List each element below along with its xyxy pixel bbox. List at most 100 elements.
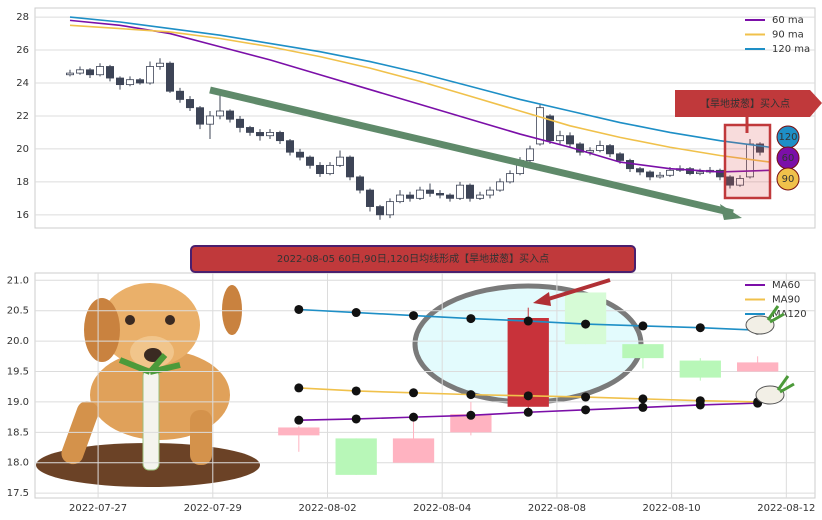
dog-eye	[125, 315, 135, 325]
candle-body	[195, 107, 204, 125]
candle-body	[626, 160, 635, 170]
ma-marker	[523, 407, 533, 417]
candle-body	[96, 66, 105, 76]
candle-body	[450, 414, 492, 433]
ma-marker	[466, 390, 476, 400]
candle-body	[155, 62, 164, 67]
candle-body	[445, 194, 454, 199]
leek-icon	[745, 315, 775, 335]
ma-marker	[581, 319, 591, 329]
leek-icon	[755, 385, 785, 405]
x-tick-label: 2022-07-29	[184, 503, 242, 514]
ma-marker	[466, 410, 476, 420]
candle-body	[736, 178, 745, 186]
candle-body	[622, 344, 664, 359]
candle-body	[305, 156, 314, 166]
title-arrow-head	[533, 292, 551, 306]
candle-body	[716, 169, 725, 178]
candle-body	[295, 151, 304, 158]
x-tick-label: 2022-08-04	[413, 503, 471, 514]
annotation-banner	[675, 90, 822, 117]
dog-head	[100, 283, 200, 367]
candle-body	[566, 135, 575, 145]
candle-body	[126, 79, 135, 86]
plot-area-top	[34, 7, 816, 229]
annotation-arrow-head	[720, 204, 742, 220]
highlight-box	[723, 123, 772, 200]
candle-body	[505, 173, 514, 183]
y-tick-label: 19.5	[7, 367, 29, 378]
candle-body	[106, 66, 115, 79]
candle-body	[656, 174, 665, 178]
x-tick-label: 2022-08-02	[298, 503, 356, 514]
candle-body	[666, 169, 675, 176]
candle-body	[526, 148, 535, 161]
annotation-text: 【旱地拔葱】买入点	[700, 97, 790, 110]
candle-body	[375, 206, 384, 216]
y-tick-label: 17.5	[7, 488, 29, 499]
x-tick-label: 2022-08-10	[643, 503, 701, 514]
candle-body	[315, 164, 324, 175]
candle-body	[385, 201, 394, 216]
ma-marker	[638, 402, 648, 412]
legend-label: MA90	[772, 295, 800, 306]
y-tick-label: 20.5	[7, 306, 29, 317]
ma-line	[69, 16, 771, 149]
candle-body	[215, 110, 224, 117]
title-arrow	[544, 278, 611, 302]
candle-body	[278, 427, 320, 436]
ma-marker	[294, 415, 304, 425]
ma-line	[69, 19, 771, 173]
candle-body	[285, 140, 294, 153]
candle-body	[265, 132, 274, 137]
candle-body	[536, 107, 545, 145]
candle-body	[485, 189, 494, 196]
candle-body	[465, 184, 474, 199]
ma-marker	[351, 386, 361, 396]
candle-body	[475, 194, 484, 199]
y-tick-label: 24	[16, 78, 29, 89]
leek	[142, 369, 160, 471]
candle-body	[86, 69, 95, 76]
badge-label: 90	[782, 174, 795, 185]
candle-body	[355, 176, 364, 191]
candle-body	[225, 110, 234, 120]
legend-label: MA120	[772, 309, 807, 320]
candle-body	[646, 171, 655, 178]
y-tick-label: 18.5	[7, 427, 29, 438]
ma-marker	[638, 394, 648, 404]
candle-body	[696, 171, 705, 175]
badge-label: 120	[778, 132, 797, 143]
ma-marker	[523, 391, 533, 401]
candle-body	[455, 184, 464, 199]
candle-body	[235, 118, 244, 128]
dog-ear	[222, 285, 242, 335]
candle-body	[395, 194, 404, 203]
y-tick-label: 19.0	[7, 397, 29, 408]
leek-leaves	[118, 353, 181, 375]
legend-label: 60 ma	[772, 15, 804, 26]
candle-body	[185, 99, 194, 109]
ma-marker	[581, 392, 591, 402]
candle-body	[495, 181, 504, 191]
ma-line	[69, 24, 771, 163]
candle-body	[636, 168, 645, 173]
y-tick-label: 21.0	[7, 275, 29, 286]
candle-body	[325, 164, 334, 175]
candle-body	[145, 66, 154, 84]
candle-body	[255, 132, 264, 137]
x-tick-label: 2022-07-27	[69, 503, 127, 514]
candle-body	[737, 362, 779, 372]
candle-body	[606, 145, 615, 155]
candle-body	[546, 115, 555, 142]
x-tick-label: 2022-08-12	[757, 503, 815, 514]
ma-marker	[351, 414, 361, 424]
candle-body	[756, 143, 765, 153]
candle-body	[135, 79, 144, 84]
ma-marker	[351, 308, 361, 318]
ma-marker	[409, 388, 419, 398]
candle-body	[245, 127, 254, 133]
ma-marker	[466, 314, 476, 324]
candle-body	[66, 72, 75, 76]
